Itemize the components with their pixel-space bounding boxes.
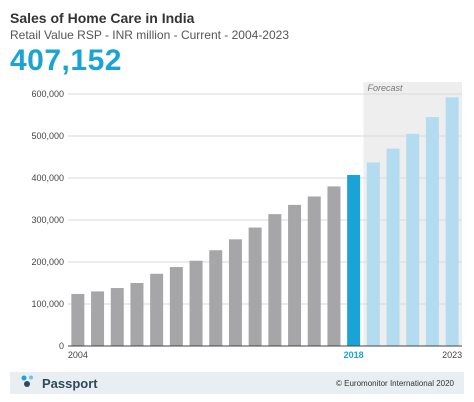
bar-2017 bbox=[327, 186, 341, 346]
bar-2011 bbox=[209, 250, 223, 346]
chart-subtitle: Retail Value RSP - INR million - Current… bbox=[10, 28, 290, 42]
bar-2006 bbox=[110, 288, 124, 346]
x-tick-label-2023: 2023 bbox=[442, 350, 462, 360]
passport-brand[interactable]: Passport bbox=[20, 374, 98, 393]
bar-2008 bbox=[150, 273, 164, 346]
y-tick-label: 400,000 bbox=[31, 173, 64, 183]
bar-2016 bbox=[307, 196, 321, 346]
bar-2009 bbox=[169, 267, 183, 346]
y-tick-label: 0 bbox=[59, 341, 64, 351]
bar-2012 bbox=[228, 239, 242, 346]
y-tick-label: 200,000 bbox=[31, 257, 64, 267]
passport-logo-icon bbox=[20, 374, 36, 393]
bar-2022 bbox=[425, 117, 439, 346]
copyright-text: © Euromonitor International 2020 bbox=[336, 378, 454, 388]
y-tick-label: 300,000 bbox=[31, 215, 64, 225]
bar-2021 bbox=[406, 133, 420, 346]
forecast-label: Forecast bbox=[368, 83, 404, 93]
x-tick-label-2018: 2018 bbox=[344, 350, 364, 360]
bar-2014 bbox=[268, 214, 282, 346]
bar-2004 bbox=[71, 293, 85, 346]
bar-2005 bbox=[91, 291, 105, 346]
y-tick-label: 600,000 bbox=[31, 89, 64, 99]
bar-2010 bbox=[189, 260, 203, 346]
y-tick-label: 100,000 bbox=[31, 299, 64, 309]
bar-2015 bbox=[288, 204, 302, 346]
bar-2018 bbox=[347, 174, 361, 346]
bar-2020 bbox=[386, 148, 400, 346]
bar-2023 bbox=[445, 97, 459, 346]
headline-value: 407,152 bbox=[10, 44, 122, 77]
chart-title: Sales of Home Care in India bbox=[10, 10, 195, 26]
footer-bar: Passport © Euromonitor International 202… bbox=[10, 372, 464, 394]
bar-2019 bbox=[366, 162, 380, 346]
y-tick-label: 500,000 bbox=[31, 131, 64, 141]
bar-2013 bbox=[248, 227, 262, 346]
bar-chart: Forecast 0 100,000 200,000 300,000 400,000 500… bbox=[31, 82, 462, 360]
bar-2007 bbox=[130, 283, 144, 346]
brand-name: Passport bbox=[42, 375, 98, 391]
x-tick-label-2004: 2004 bbox=[68, 350, 88, 360]
